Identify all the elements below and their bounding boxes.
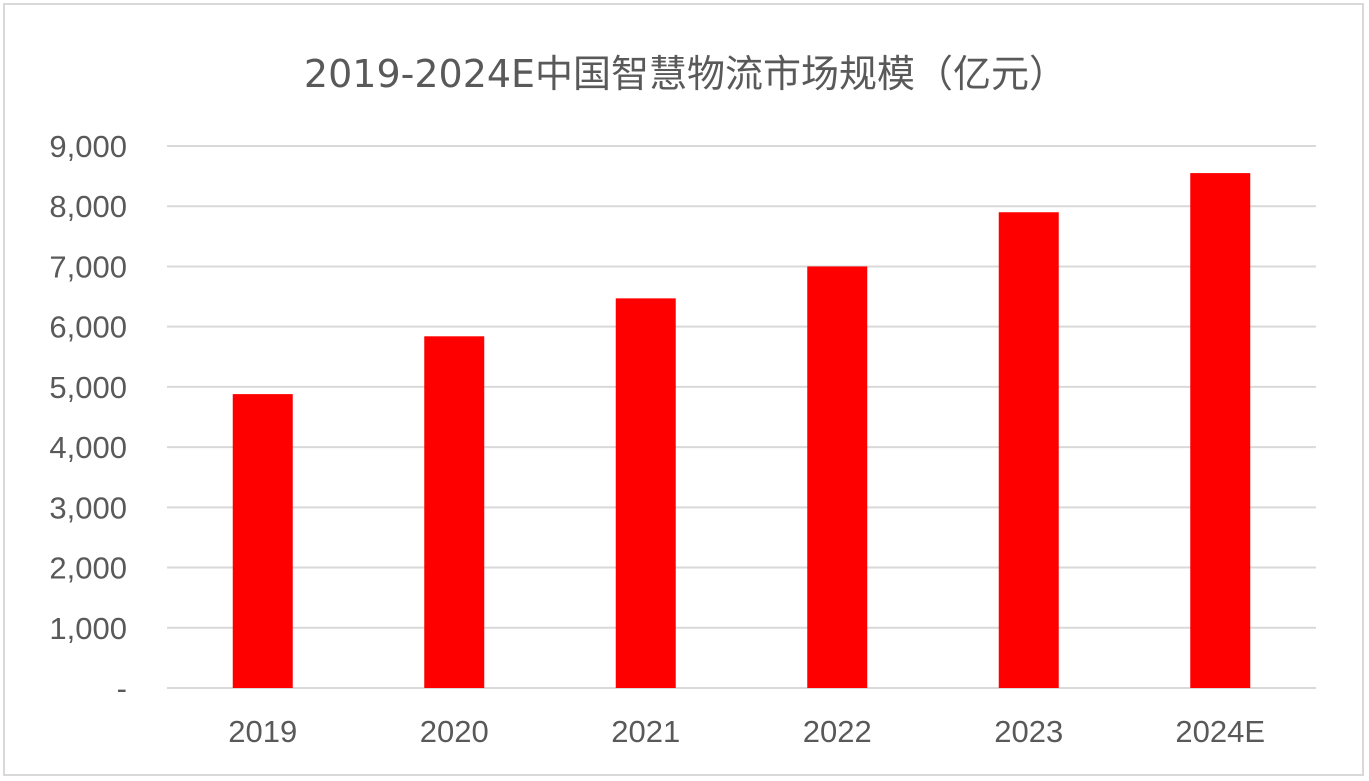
bar (807, 266, 868, 688)
y-tick-label: 6,000 (49, 310, 127, 345)
y-tick-label: 2,000 (49, 551, 127, 586)
bar (1190, 173, 1251, 689)
y-tick-label: 3,000 (49, 490, 127, 525)
x-tick-label: 2022 (803, 714, 872, 749)
y-tick-label: 1,000 (49, 611, 127, 646)
y-tick-label: 7,000 (49, 249, 127, 284)
x-tick-label: 2024E (1175, 714, 1265, 749)
y-tick-label: 9,000 (49, 129, 127, 164)
y-tick-label: - (117, 671, 127, 706)
chart-title: 2019-2024E中国智慧物流市场规模（亿元） (303, 52, 1068, 96)
x-tick-label: 2023 (994, 714, 1063, 749)
x-tick-label: 2020 (420, 714, 489, 749)
y-tick-label: 5,000 (49, 370, 127, 405)
y-tick-label: 8,000 (49, 189, 127, 224)
chart-frame: 2019-2024E中国智慧物流市场规模（亿元） (3, 3, 1364, 776)
x-tick-label: 2019 (228, 714, 297, 749)
x-tick-label: 2021 (611, 714, 680, 749)
bar (424, 336, 485, 688)
y-tick-label: 4,000 (49, 430, 127, 465)
bar (615, 298, 676, 688)
bar (232, 394, 293, 688)
bar (998, 212, 1059, 688)
